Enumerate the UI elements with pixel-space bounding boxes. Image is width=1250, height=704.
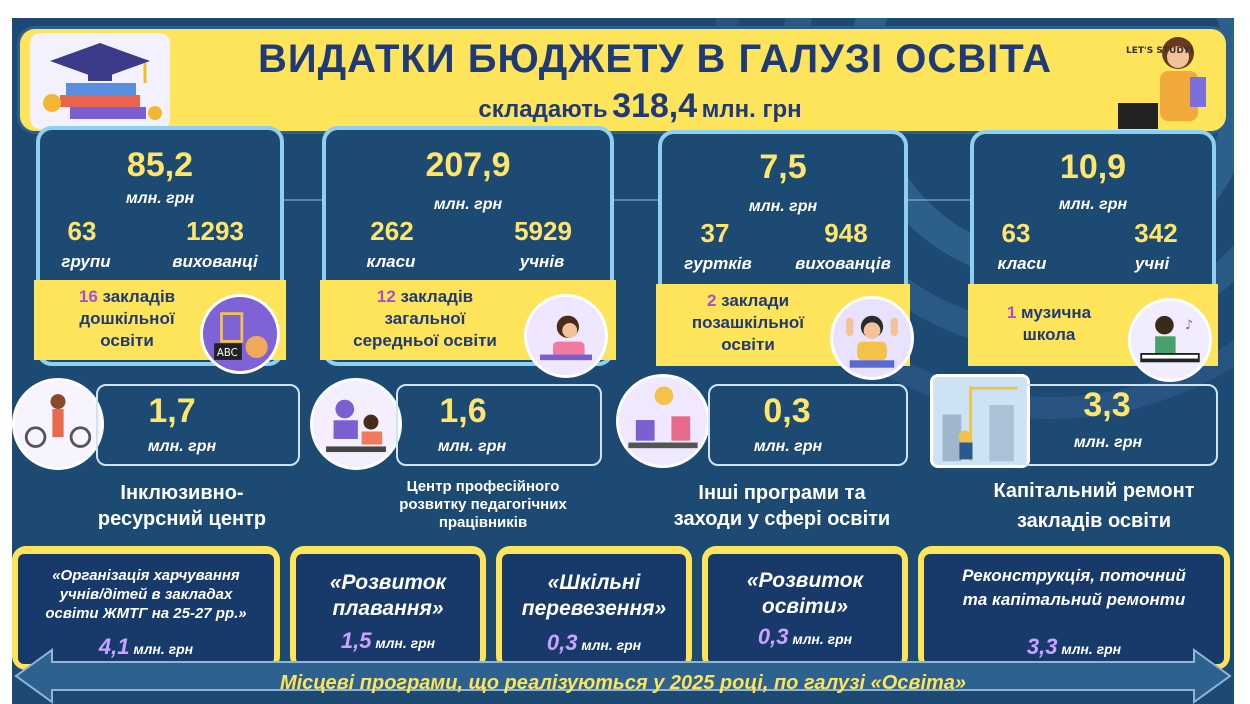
total-budget: складають 318,4 млн. грн: [320, 87, 960, 126]
program-value: 0,3 млн. грн: [757, 624, 853, 649]
card-right-num: 342: [1134, 218, 1178, 248]
card-right-num: 1293: [186, 216, 244, 246]
program-value: 4,1 млн. грн: [98, 634, 194, 659]
infographic: ВИДАТКИ БЮДЖЕТУ В ГАЛУЗІ ОСВІТА складают…: [12, 18, 1234, 704]
program-title: «Шкільні перевезення»: [521, 571, 667, 620]
program-swimming: [290, 546, 486, 670]
card-amount: 207,9: [425, 146, 511, 184]
page-title: ВИДАТКИ БЮДЖЕТУ В ГАЛУЗІ ОСВІТА: [257, 37, 1053, 81]
header-banner: ВИДАТКИ БЮДЖЕТУ В ГАЛУЗІ ОСВІТА складают…: [17, 26, 1229, 134]
total-unit: млн. грн: [701, 96, 802, 123]
mid-caption: Центр професійного розвитку педагогічних…: [399, 478, 567, 531]
student-writing-icon: [524, 294, 608, 378]
education-programs-icon: [616, 374, 710, 468]
mid-unit: млн. грн: [1073, 434, 1143, 451]
construction-icon: [930, 374, 1030, 468]
program-reconstruction: [918, 546, 1230, 670]
mid-caption: Капітальний ремонт закладів освіти: [993, 480, 1195, 532]
mid-amount: 0,3: [763, 392, 811, 430]
lets-study-badge: LET'S STUDY!: [1126, 46, 1194, 56]
total-value: 318,4: [612, 87, 698, 125]
program-value: 1,5 млн. грн: [340, 628, 436, 653]
total-prefix: складають: [478, 96, 608, 123]
mid-amount: 1,7: [148, 392, 196, 430]
mid-amount: 3,3: [1083, 386, 1131, 424]
svg-text:ABC: ABC: [217, 348, 238, 359]
card-unit: млн. грн: [1058, 196, 1128, 213]
card-amount: 10,9: [1059, 148, 1127, 186]
teacher-development-icon: [310, 378, 402, 470]
mid-unit: млн. грн: [147, 438, 217, 455]
card-right-num: 948: [824, 218, 868, 248]
card-unit: млн. грн: [433, 196, 503, 213]
institutions-text: 12 закладів загальної середньої освіти: [353, 287, 497, 350]
mid-caption: Інклюзивно- ресурсний центр: [97, 482, 267, 530]
card-amount: 85,2: [126, 146, 194, 184]
card-unit: млн. грн: [125, 190, 195, 207]
teacher-icon: LET'S STUDY!: [1118, 37, 1206, 129]
footer-caption: Місцеві програми, що реалізуються у 2025…: [279, 672, 967, 694]
inclusive-children-icon: [12, 378, 104, 470]
pianist-icon: ♪: [1128, 298, 1212, 382]
card-left-label: класи: [366, 252, 416, 271]
card-right-label: учнів: [519, 252, 565, 271]
abc-blocks-icon: ABC: [200, 294, 280, 374]
program-value: 0,3 млн. грн: [546, 630, 642, 655]
mid-unit: млн. грн: [437, 438, 507, 455]
card-right-num: 5929: [514, 216, 572, 246]
card-right-label: вихованці: [172, 252, 258, 271]
institutions-text: 2 заклади позашкільної освіти: [691, 291, 805, 354]
graduation-books-icon: [30, 33, 170, 129]
double-arrow-banner: [14, 648, 1232, 704]
card-right-label: вихованців: [795, 254, 891, 273]
card-left-label: групи: [61, 252, 111, 271]
program-nutrition: [12, 546, 280, 670]
institutions-text: 1 музична школа: [1006, 303, 1092, 344]
program-school-transport: [496, 546, 692, 670]
card-left-label: гуртків: [684, 254, 752, 273]
card-right-label: учні: [1134, 254, 1170, 273]
program-title: «Розвиток освіти»: [746, 569, 864, 618]
card-left-label: класи: [997, 254, 1047, 273]
card-left-num: 37: [700, 218, 730, 248]
card-left-num: 262: [370, 216, 414, 246]
mid-unit: млн. грн: [753, 438, 823, 455]
capital-repair-box: [1020, 384, 1218, 466]
inclusive-center-box: [96, 384, 300, 466]
card-unit: млн. грн: [748, 198, 818, 215]
boy-raising-hands-icon: [830, 296, 914, 380]
program-title: «Розвиток плавання»: [329, 571, 447, 620]
program-title: «Організація харчування учнів/дітей в за…: [45, 567, 247, 622]
mid-amount: 1,6: [439, 392, 487, 430]
program-education-development: [702, 546, 908, 670]
program-value: 3,3 млн. грн: [1026, 634, 1122, 659]
card-left-num: 63: [67, 216, 97, 246]
card-amount: 7,5: [759, 148, 807, 186]
other-programs-box: [708, 384, 908, 466]
card-left-num: 63: [1001, 218, 1031, 248]
program-title: Реконструкція, поточний та капітальний р…: [962, 566, 1186, 609]
mid-caption: Інші програми та заходи у сфері освіти: [673, 482, 891, 530]
institutions-text: 16 закладів дошкільної освіти: [78, 287, 176, 350]
teacher-center-box: [396, 384, 602, 466]
svg-text:♪: ♪: [1185, 318, 1193, 333]
